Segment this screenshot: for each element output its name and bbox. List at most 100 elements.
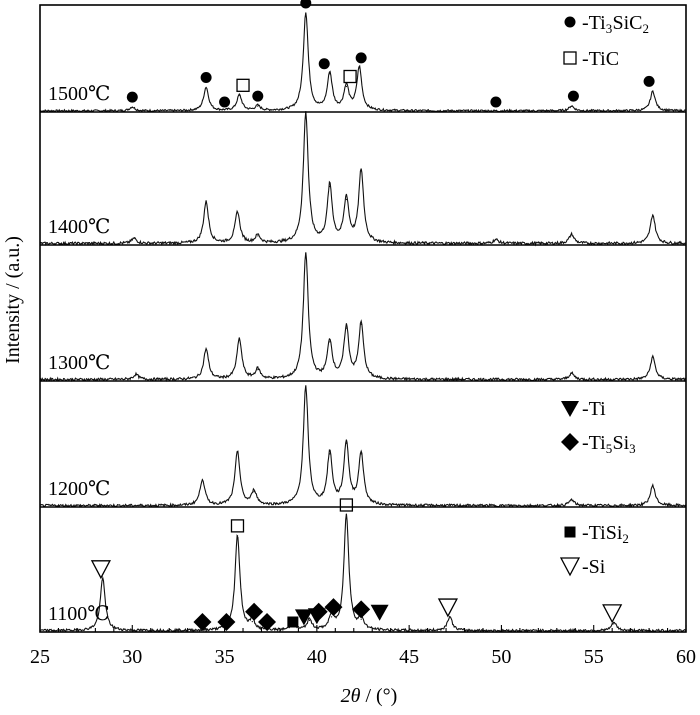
circle-marker <box>567 90 579 102</box>
panel-2: 1400℃ <box>39 111 687 247</box>
panels-group: 1500℃ 1400℃ 1300℃ 1200℃ 1100℃ <box>39 12 687 634</box>
markers-group <box>90 0 655 631</box>
peak-point <box>345 327 347 329</box>
circle-marker <box>252 90 264 102</box>
circle-marker <box>200 71 212 83</box>
diamond-marker <box>324 598 343 617</box>
x-tick-label: 25 <box>30 646 50 668</box>
legend-label: -TiSi2 <box>582 522 629 546</box>
circle-marker <box>490 96 502 108</box>
circle-marker <box>355 52 367 64</box>
diamond-marker <box>245 602 264 621</box>
peak-point <box>449 616 451 618</box>
peak-point <box>133 237 135 240</box>
legend-square-icon <box>563 51 577 65</box>
peak-point <box>571 372 573 374</box>
peak-point <box>360 170 362 172</box>
peak-point <box>131 106 133 108</box>
square-marker <box>236 78 250 92</box>
xrd-trace-5 <box>39 513 687 634</box>
legend-label: -Si <box>582 556 606 578</box>
small-square-marker <box>287 616 299 628</box>
triangle-down-marker <box>370 604 389 621</box>
peak-point <box>251 621 253 623</box>
panel-4: 1200℃ <box>39 385 687 508</box>
xrd-trace-1 <box>39 12 687 113</box>
x-tick-label: 50 <box>491 646 511 668</box>
peak-point <box>236 450 239 453</box>
temperature-label: 1300℃ <box>48 352 110 374</box>
xrd-trace-2 <box>39 111 687 247</box>
temperature-label: 1500℃ <box>48 83 110 105</box>
legend-label: -Ti3 SiC2 <box>582 12 649 36</box>
xrd-trace-4 <box>39 385 687 508</box>
diamond-marker <box>217 613 236 631</box>
legend-label: -TiC <box>582 48 619 70</box>
circle-marker <box>318 58 330 70</box>
x-axis-label-rest: / (°) <box>360 685 397 707</box>
peak-point <box>652 356 654 358</box>
peak-point <box>358 67 360 69</box>
peak-point <box>205 86 207 89</box>
peak-point <box>329 453 331 455</box>
peak-point <box>238 94 240 96</box>
peak-point <box>305 253 307 255</box>
xrd-trace-3 <box>39 252 687 383</box>
legends-group: -Ti3 SiC2 -TiC -Ti -Ti5 Si3 -TiSi2 -Si <box>559 12 649 578</box>
peak-point <box>305 12 307 14</box>
peak-point <box>571 105 573 107</box>
peak-point <box>495 239 497 241</box>
peak-point <box>238 338 240 340</box>
peak-point <box>308 619 311 622</box>
peak-point <box>135 374 137 376</box>
legend-triangle-open-icon <box>559 557 581 577</box>
peak-point <box>329 185 331 188</box>
x-tick-label: 40 <box>307 646 327 668</box>
x-tick-label: 45 <box>399 646 419 668</box>
plot-frame <box>39 4 687 633</box>
triangle-open-marker <box>602 604 623 624</box>
peak-point <box>345 198 347 201</box>
x-tick-label: 55 <box>584 646 604 668</box>
peak-point <box>652 485 654 487</box>
peak-point <box>236 211 239 214</box>
circle-marker <box>643 75 655 87</box>
temperature-label: 1400℃ <box>48 216 110 238</box>
peak-point <box>257 105 259 107</box>
triangle-open-marker <box>437 598 458 618</box>
diamond-marker <box>258 613 277 631</box>
x-tick-label: 35 <box>215 646 235 668</box>
peak-point <box>331 616 333 618</box>
circle-marker <box>126 91 138 103</box>
peak-point <box>360 453 362 455</box>
peak-point <box>305 387 307 389</box>
peak-point <box>102 578 104 580</box>
square-marker <box>230 519 245 533</box>
panel-3: 1300℃ <box>39 252 687 383</box>
peak-point <box>652 214 654 216</box>
legend-triangle-down-icon <box>561 401 579 417</box>
diamond-marker <box>352 600 371 619</box>
legend-circle-icon <box>564 16 576 28</box>
legend-small-square-icon <box>564 526 576 538</box>
diamond-marker <box>193 613 212 631</box>
peak-point <box>345 85 347 88</box>
x-tick-label: 30 <box>122 646 142 668</box>
x-axis-label: 2θ / (°) <box>341 685 398 707</box>
peak-point <box>201 479 203 481</box>
diamond-marker <box>309 602 328 621</box>
peak-point <box>236 535 239 537</box>
triangle-open-marker <box>90 560 111 580</box>
panel-5: 1100℃ <box>39 513 687 634</box>
square-marker <box>339 498 354 512</box>
peak-point <box>360 618 362 620</box>
peak-point <box>329 73 331 75</box>
peak-point <box>305 113 307 115</box>
x-tick-label: 60 <box>676 646 696 668</box>
triangle-down-marker <box>294 609 313 626</box>
peak-point <box>257 369 259 371</box>
axes-group: 25 30 35 40 45 50 55 60 <box>30 4 696 668</box>
peak-point <box>360 323 362 325</box>
temperature-label: 1200℃ <box>48 478 110 500</box>
